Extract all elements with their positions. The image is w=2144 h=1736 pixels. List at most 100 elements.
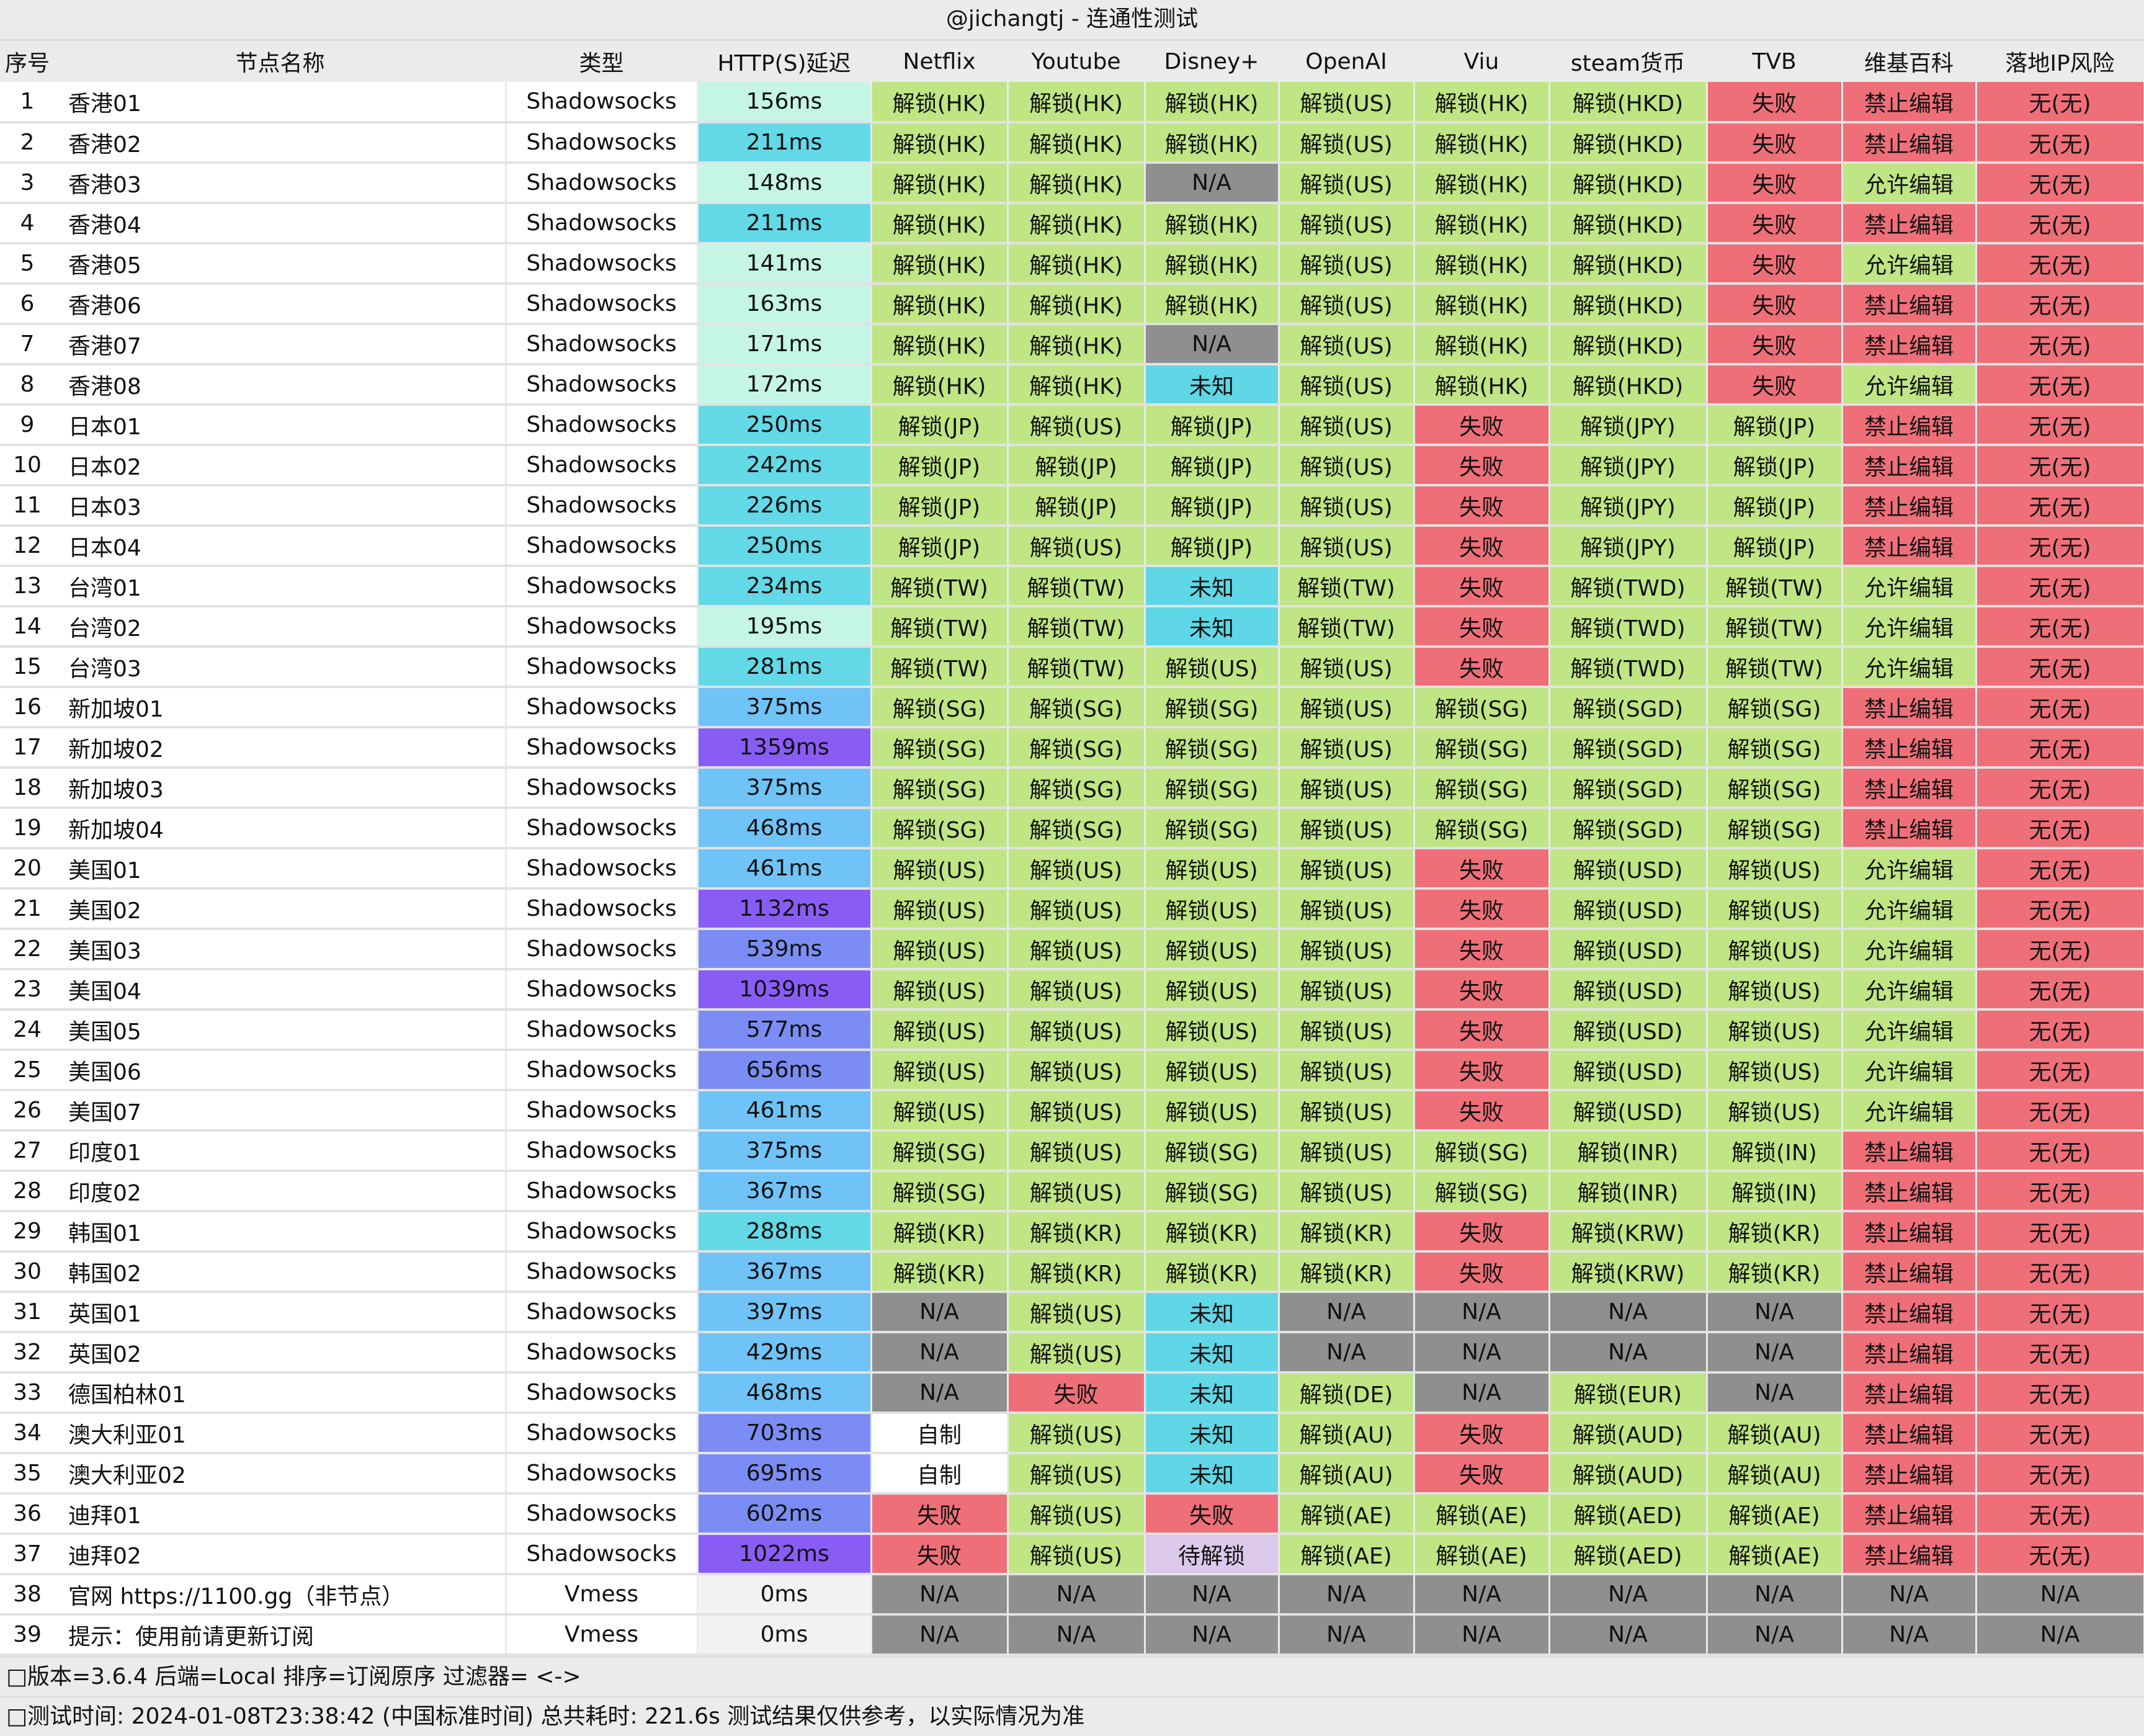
table-row[interactable]: 1 香港01 Shadowsocks 156ms 解锁(HK) 解锁(HK) 解锁(HK) 解… [0,82,2144,123]
openai-cell: 解锁(US) [1279,687,1415,728]
table-row[interactable]: 30 韩国02 Shadowsocks 367ms 解锁(KR) 解锁(KR) 解锁(KR)… [0,1251,2144,1293]
openai-cell: 解锁(DE) [1279,1372,1415,1414]
ip-risk-cell: 无(无) [1976,687,2144,728]
wikipedia-cell: 禁止编辑 [1842,82,1977,123]
table-row[interactable]: 38 官网 https://1100.gg（非节点） Vmess 0ms N/A N/A N… [0,1574,2144,1616]
tvb-cell: N/A [1707,1292,1843,1333]
node-type: Shadowsocks [506,364,699,406]
youtube-cell: 解锁(SG) [1007,727,1146,769]
disney-cell: 解锁(SG) [1145,767,1280,809]
latency-cell: 250ms [697,526,872,567]
table-row[interactable]: 10 日本02 Shadowsocks 242ms 解锁(JP) 解锁(JP) 解锁(JP)… [0,445,2144,486]
node-name: 台湾02 [55,606,507,648]
youtube-cell: 解锁(US) [1007,1050,1146,1091]
table-row[interactable]: 26 美国07 Shadowsocks 461ms 解锁(US) 解锁(US) 解锁(US)… [0,1090,2144,1132]
table-row[interactable]: 36 迪拜01 Shadowsocks 602ms 失败 解锁(US) 失败 解锁(AE) 解锁… [0,1493,2144,1535]
tvb-cell: 解锁(US) [1707,1050,1843,1091]
table-row[interactable]: 29 韩国01 Shadowsocks 288ms 解锁(KR) 解锁(KR) 解锁(KR)… [0,1211,2144,1253]
header-netflix: Netflix [871,41,1007,82]
table-row[interactable]: 13 台湾01 Shadowsocks 234ms 解锁(TW) 解锁(TW) 未知 解锁(T… [0,566,2144,607]
ip-risk-cell: 无(无) [1976,163,2144,204]
table-header: 序号 节点名称 类型 HTTP(S)延迟 Netflix Youtube Disney+ Op… [0,41,2144,82]
table-row[interactable]: 16 新加坡01 Shadowsocks 375ms 解锁(SG) 解锁(SG) 解锁(SG… [0,687,2144,728]
latency-cell: 539ms [697,929,872,970]
table-row[interactable]: 39 提示：使用前请更新订阅 Vmess 0ms N/A N/A N/A N/A N/A N/A N… [0,1614,2144,1656]
table-row[interactable]: 22 美国03 Shadowsocks 539ms 解锁(US) 解锁(US) 解锁(US)… [0,929,2144,970]
table-row[interactable]: 24 美国05 Shadowsocks 577ms 解锁(US) 解锁(US) 解锁(US)… [0,1009,2144,1051]
table-row[interactable]: 9 日本01 Shadowsocks 250ms 解锁(JP) 解锁(US) 解锁(JP) 解… [0,405,2144,446]
table-row[interactable]: 6 香港06 Shadowsocks 163ms 解锁(HK) 解锁(HK) 解锁(HK) 解… [0,284,2144,325]
table-row[interactable]: 15 台湾03 Shadowsocks 281ms 解锁(TW) 解锁(TW) 解锁(US)… [0,647,2144,688]
table-row[interactable]: 35 澳大利亚02 Shadowsocks 695ms 自制 解锁(US) 未知 解锁(AU)… [0,1453,2144,1495]
ip-risk-cell: 无(无) [1976,485,2144,527]
table-row[interactable]: 12 日本04 Shadowsocks 250ms 解锁(JP) 解锁(US) 解锁(JP)… [0,526,2144,567]
header-openai: OpenAI [1279,41,1414,82]
table-row[interactable]: 23 美国04 Shadowsocks 1039ms 解锁(US) 解锁(US) 解锁(US… [0,969,2144,1011]
table-row[interactable]: 31 英国01 Shadowsocks 397ms N/A 解锁(US) 未知 N/A N/A N… [0,1292,2144,1333]
wikipedia-cell: 禁止编辑 [1842,1332,1977,1374]
row-index: 15 [0,647,55,688]
table-row[interactable]: 33 德国柏林01 Shadowsocks 468ms N/A 失败 未知 解锁(DE) N/A… [0,1372,2144,1414]
table-row[interactable]: 20 美国01 Shadowsocks 461ms 解锁(US) 解锁(US) 解锁(US)… [0,848,2144,890]
row-index: 5 [0,243,55,285]
steam-cell: N/A [1549,1614,1708,1656]
table-row[interactable]: 28 印度02 Shadowsocks 367ms 解锁(SG) 解锁(US) 解锁(SG)… [0,1171,2144,1212]
node-type: Shadowsocks [506,566,699,607]
latency-cell: 211ms [697,203,872,244]
wikipedia-cell: 允许编辑 [1842,606,1977,648]
table-row[interactable]: 34 澳大利亚01 Shadowsocks 703ms 自制 解锁(US) 未知 解锁(AU)… [0,1413,2144,1454]
table-row[interactable]: 19 新加坡04 Shadowsocks 468ms 解锁(SG) 解锁(SG) 解锁(SG… [0,808,2144,849]
openai-cell: 解锁(US) [1279,364,1415,406]
netflix-cell: 失败 [871,1534,1009,1575]
youtube-cell: 失败 [1007,1372,1146,1414]
table-row[interactable]: 18 新加坡03 Shadowsocks 375ms 解锁(SG) 解锁(SG) 解锁(SG… [0,767,2144,809]
table-row[interactable]: 21 美国02 Shadowsocks 1132ms 解锁(US) 解锁(US) 解锁(US… [0,888,2144,930]
row-index: 31 [0,1292,55,1333]
latency-cell: 1039ms [697,969,872,1011]
latency-cell: 242ms [697,445,872,486]
tvb-cell: 解锁(SG) [1707,767,1843,809]
node-name: 日本03 [55,485,507,527]
wikipedia-cell: 允许编辑 [1842,929,1977,970]
steam-cell: 解锁(JPY) [1549,485,1708,527]
disney-cell: 解锁(KR) [1145,1251,1280,1293]
node-type: Shadowsocks [506,1493,699,1535]
tvb-cell: N/A [1707,1332,1843,1374]
wikipedia-cell: 禁止编辑 [1842,324,1977,365]
table-row[interactable]: 3 香港03 Shadowsocks 148ms 解锁(HK) 解锁(HK) N/A 解锁(U… [0,163,2144,204]
latency-cell: 375ms [697,767,872,809]
node-name: 美国02 [55,888,507,930]
node-type: Shadowsocks [506,1413,699,1454]
steam-cell: 解锁(USD) [1549,1050,1708,1091]
table-row[interactable]: 32 英国02 Shadowsocks 429ms N/A 解锁(US) 未知 N/A N/A N… [0,1332,2144,1374]
viu-cell: 解锁(HK) [1414,163,1550,204]
netflix-cell: N/A [871,1574,1009,1616]
row-index: 26 [0,1090,55,1132]
node-type: Shadowsocks [506,1090,699,1132]
node-type: Shadowsocks [506,1292,699,1333]
tvb-cell: 解锁(JP) [1707,485,1843,527]
latency-cell: 468ms [697,1372,872,1414]
table-row[interactable]: 17 新加坡02 Shadowsocks 1359ms 解锁(SG) 解锁(SG) 解锁(S… [0,727,2144,769]
tvb-cell: 解锁(TW) [1707,566,1843,607]
tvb-cell: 解锁(JP) [1707,526,1843,567]
table-row[interactable]: 8 香港08 Shadowsocks 172ms 解锁(HK) 解锁(HK) 未知 解锁(US… [0,364,2144,406]
table-row[interactable]: 4 香港04 Shadowsocks 211ms 解锁(HK) 解锁(HK) 解锁(HK) 解… [0,203,2144,244]
table-row[interactable]: 27 印度01 Shadowsocks 375ms 解锁(SG) 解锁(US) 解锁(SG)… [0,1130,2144,1172]
node-name: 台湾01 [55,566,507,607]
table-row[interactable]: 11 日本03 Shadowsocks 226ms 解锁(JP) 解锁(JP) 解锁(JP)… [0,485,2144,527]
node-name: 日本01 [55,405,507,446]
window-title: @jichangtj - 连通性测试 [0,0,2144,41]
table-row[interactable]: 5 香港05 Shadowsocks 141ms 解锁(HK) 解锁(HK) 解锁(HK) 解… [0,243,2144,285]
table-row[interactable]: 2 香港02 Shadowsocks 211ms 解锁(HK) 解锁(HK) 解锁(HK) 解… [0,122,2144,164]
disney-cell: 解锁(KR) [1145,1211,1280,1253]
table-row[interactable]: 37 迪拜02 Shadowsocks 1022ms 失败 解锁(US) 待解锁 解锁(AE)… [0,1534,2144,1575]
table-row[interactable]: 14 台湾02 Shadowsocks 195ms 解锁(TW) 解锁(TW) 未知 解锁(T… [0,606,2144,648]
viu-cell: 解锁(AE) [1414,1534,1550,1575]
table-row[interactable]: 7 香港07 Shadowsocks 171ms 解锁(HK) 解锁(HK) N/A 解锁(U… [0,324,2144,365]
ip-risk-cell: 无(无) [1976,1332,2144,1374]
tvb-cell: 失败 [1707,82,1843,123]
header-tvb: TVB [1707,41,1842,82]
tvb-cell: 解锁(SG) [1707,687,1843,728]
table-row[interactable]: 25 美国06 Shadowsocks 656ms 解锁(US) 解锁(US) 解锁(US)… [0,1050,2144,1091]
